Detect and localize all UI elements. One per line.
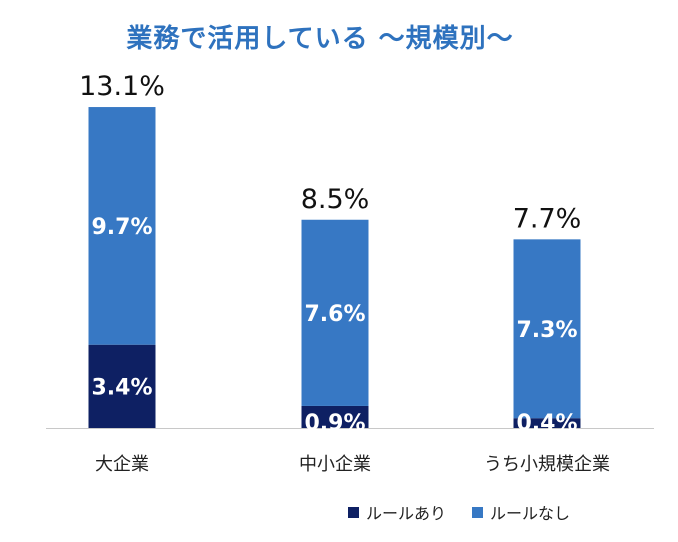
- segment-value-label: 7.3%: [516, 318, 577, 343]
- bar-segment: [88, 107, 156, 345]
- total-value-label: 7.7%: [513, 203, 582, 234]
- bar-segment: [301, 405, 369, 428]
- segment-value-label: 7.6%: [304, 302, 365, 327]
- category-label: うち小規模企業: [484, 454, 610, 475]
- segment-value-label: 3.4%: [91, 375, 152, 400]
- total-value-label: 8.5%: [301, 184, 370, 215]
- category-label: 大企業: [95, 454, 149, 475]
- segment-value-label: 9.7%: [91, 215, 152, 240]
- total-value-label: 13.1%: [79, 71, 165, 102]
- legend-swatch-with-rules: [348, 506, 359, 518]
- category-label: 中小企業: [299, 454, 371, 475]
- chart-title: 業務で活用している ～規模別～: [126, 24, 514, 54]
- legend-label-without-rules: ルールなし: [490, 504, 571, 523]
- bar-segment: [301, 219, 369, 406]
- bar-segment: [513, 239, 581, 419]
- bar-segment: [513, 418, 581, 428]
- segment-value-label: 0.9%: [304, 411, 365, 436]
- segment-value-label: 0.4%: [516, 411, 577, 436]
- bar-segment: [88, 344, 156, 428]
- legend-swatch-without-rules: [472, 506, 484, 518]
- legend: ルールあり ルールなし: [348, 500, 596, 524]
- legend-item-with-rules: ルールあり: [348, 500, 446, 524]
- legend-item-without-rules: ルールなし: [472, 500, 570, 524]
- legend-label-with-rules: ルールあり: [366, 504, 447, 523]
